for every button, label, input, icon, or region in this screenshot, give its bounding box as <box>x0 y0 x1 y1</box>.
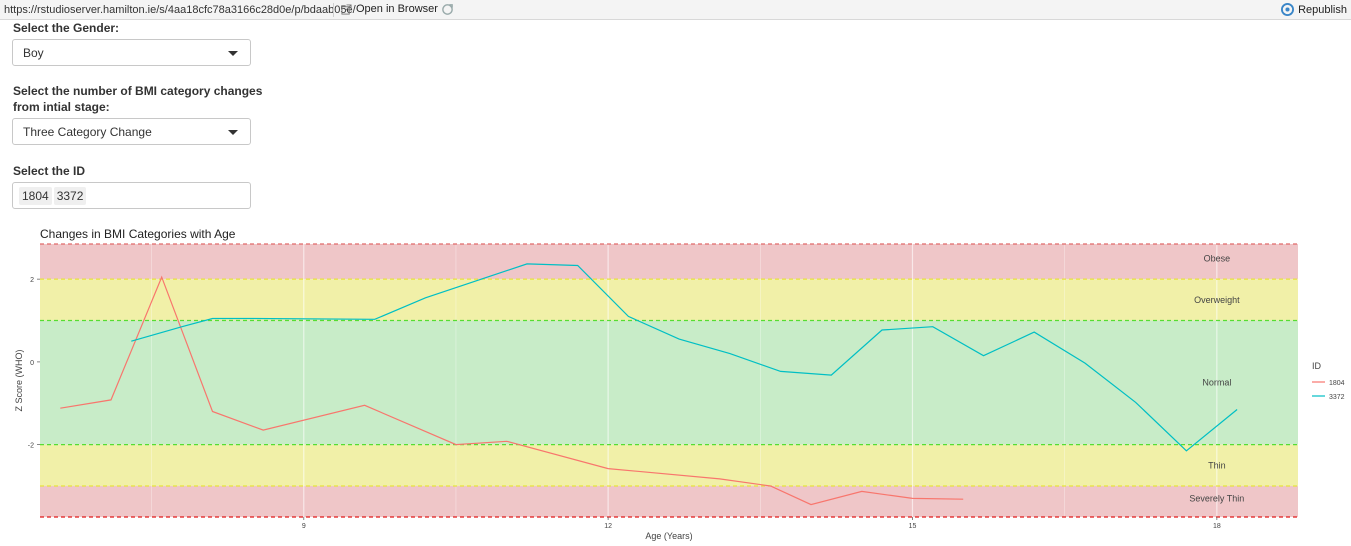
tick-label-y: -2 <box>28 443 34 450</box>
viewer-toolbar: https://rstudioserver.hamilton.ie/s/4aa1… <box>0 0 1351 20</box>
band-label: Severely Thin <box>1189 493 1244 503</box>
legend-label: 1804 <box>1329 380 1345 387</box>
tick-label-x: 9 <box>302 523 306 530</box>
gender-select-value: Boy <box>23 45 44 60</box>
chevron-down-icon <box>228 130 238 135</box>
band-severely-thin <box>40 485 1298 517</box>
gender-select[interactable]: Boy <box>12 39 251 66</box>
band-label: Overweight <box>1194 295 1240 305</box>
gender-label: Select the Gender: <box>13 21 120 35</box>
republish-icon <box>1281 3 1295 16</box>
tick-label-x: 12 <box>604 523 612 530</box>
legend-label: 3372 <box>1329 394 1345 401</box>
category-change-label: Select the number of BMI category change… <box>13 83 262 115</box>
open-in-browser-button[interactable]: Open in Browser <box>341 3 438 15</box>
category-change-select[interactable]: Three Category Change <box>12 118 251 145</box>
toolbar-divider <box>333 3 334 17</box>
series-line-3372 <box>131 263 1238 452</box>
id-label: Select the ID <box>13 164 86 178</box>
x-axis-label: Age (Years) <box>645 531 692 541</box>
tick-label-y: 0 <box>30 360 34 367</box>
id-tag[interactable]: 3372 <box>53 186 87 205</box>
band-label: Obese <box>1204 253 1231 263</box>
y-axis-label: Z Score (WHO) <box>14 349 24 411</box>
chevron-down-icon <box>228 51 238 56</box>
band-overweight <box>40 279 1298 321</box>
chart-title: Changes in BMI Categories with Age <box>40 227 236 241</box>
category-change-label-line2: from intial stage: <box>13 100 110 114</box>
id-tag[interactable]: 1804 <box>19 186 52 205</box>
url-text: https://rstudioserver.hamilton.ie/s/4aa1… <box>4 4 356 16</box>
refresh-icon[interactable] <box>441 3 454 16</box>
open-browser-icon <box>341 3 352 15</box>
category-change-select-value: Three Category Change <box>23 124 152 139</box>
legend-title: ID <box>1312 361 1322 371</box>
band-obese <box>40 244 1298 280</box>
open-in-browser-label: Open in Browser <box>356 3 438 15</box>
band-label: Thin <box>1208 460 1226 470</box>
band-label: Normal <box>1202 378 1231 388</box>
series-line-1804 <box>60 275 964 506</box>
band-thin <box>40 444 1298 486</box>
id-multiselect[interactable]: 1804 3372 <box>12 182 251 209</box>
category-change-label-line1: Select the number of BMI category change… <box>13 84 263 98</box>
tick-label-x: 15 <box>909 523 917 530</box>
tick-label-y: 2 <box>30 277 34 284</box>
band-normal <box>40 320 1298 445</box>
republish-button[interactable]: Republish <box>1281 3 1347 16</box>
republish-label: Republish <box>1298 3 1347 16</box>
tick-label-x: 18 <box>1213 523 1221 530</box>
